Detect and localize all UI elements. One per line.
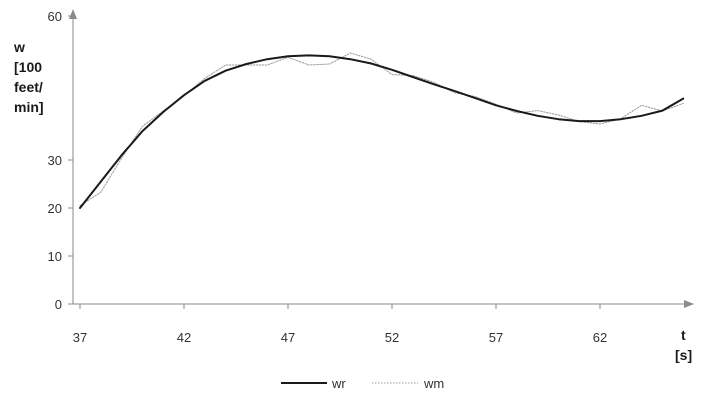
x-ticks: 37 42 47 52 57 62	[73, 304, 607, 345]
y-axis-title: w [100 feet/ min]	[13, 39, 47, 115]
x-axis-arrow	[684, 300, 694, 308]
y-axis-title-line-1: w	[13, 39, 25, 55]
y-axis-title-line-2: [100	[14, 59, 42, 75]
y-tick-label: 30	[48, 153, 62, 168]
series-line-wr	[79, 54, 685, 209]
y-ticks: 0 10 20 30 60	[48, 9, 73, 312]
legend: wr wm	[281, 376, 444, 391]
x-axis-title-line-2: [s]	[675, 347, 692, 363]
x-axis-title: t [s]	[675, 327, 692, 363]
x-tick-label: 42	[177, 330, 191, 345]
x-tick-label: 52	[385, 330, 399, 345]
legend-label-wm: wm	[423, 376, 444, 391]
y-axis-title-line-3: feet/	[14, 79, 43, 95]
axes	[69, 9, 694, 308]
y-axis-title-line-4: min]	[14, 99, 44, 115]
y-tick-label: 60	[48, 9, 62, 24]
x-axis-title-line-1: t	[681, 327, 686, 343]
x-tick-label: 37	[73, 330, 87, 345]
series-line-wm	[79, 52, 684, 207]
y-tick-label: 10	[48, 249, 62, 264]
x-tick-label: 57	[489, 330, 503, 345]
y-axis-arrow	[69, 9, 77, 19]
y-tick-label: 20	[48, 201, 62, 216]
x-tick-label: 47	[281, 330, 295, 345]
series-layer	[79, 52, 685, 209]
y-tick-label: 0	[55, 297, 62, 312]
legend-label-wr: wr	[331, 376, 346, 391]
x-tick-label: 62	[593, 330, 607, 345]
